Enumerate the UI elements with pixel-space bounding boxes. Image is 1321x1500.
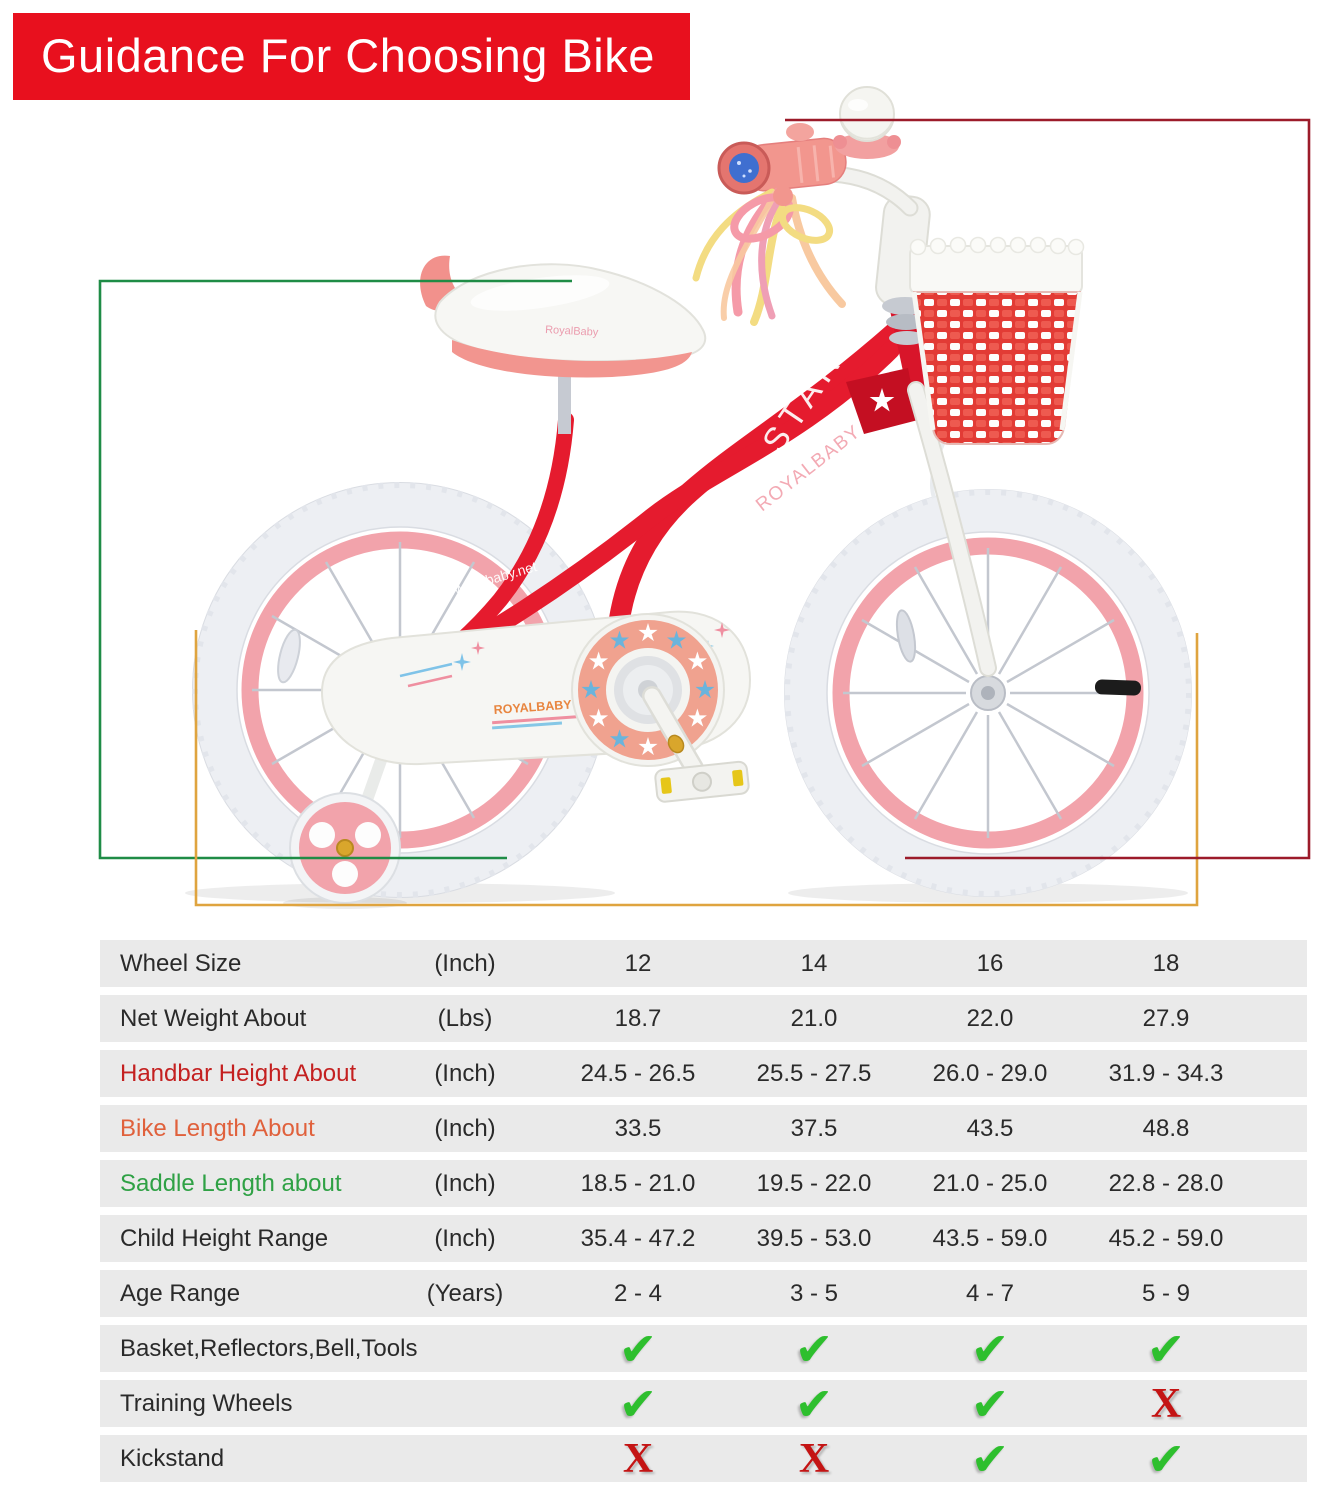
spec-label: Saddle Length about bbox=[120, 1169, 342, 1197]
spec-table: Wheel Size (Inch) 12 14 16 18 Net Weight… bbox=[100, 940, 1307, 1490]
tassels bbox=[692, 187, 846, 326]
spec-label: Basket,Reflectors,Bell,Tools bbox=[120, 1334, 418, 1362]
spec-unit: (Years) bbox=[426, 1279, 504, 1307]
spec-value: 21.0 bbox=[790, 1004, 838, 1032]
spec-label: Bike Length About bbox=[120, 1114, 315, 1142]
spec-value: 18.5 - 21.0 bbox=[580, 1169, 696, 1197]
spec-value: 25.5 - 27.5 bbox=[756, 1059, 872, 1087]
bike-length-guide bbox=[194, 630, 1199, 907]
spec-value: 24.5 - 26.5 bbox=[580, 1059, 696, 1087]
spec-label: Training Wheels bbox=[120, 1389, 293, 1417]
spec-unit: (Inch) bbox=[434, 1224, 496, 1252]
spec-value: 33.5 bbox=[614, 1114, 662, 1142]
spec-value: 12 bbox=[624, 949, 652, 977]
check-icon: ✔ bbox=[1146, 1431, 1186, 1486]
spec-value: 31.9 - 34.3 bbox=[1108, 1059, 1224, 1087]
cross-icon: X bbox=[1150, 1380, 1182, 1427]
table-row: Basket,Reflectors,Bell,Tools ✔ ✔ ✔ ✔ bbox=[100, 1325, 1307, 1372]
spec-value: 3 - 5 bbox=[789, 1279, 839, 1307]
front-reflector bbox=[895, 609, 917, 663]
spec-value: 21.0 - 25.0 bbox=[932, 1169, 1048, 1197]
table-row: Training Wheels ✔ ✔ ✔ X bbox=[100, 1380, 1307, 1427]
spec-label: Kickstand bbox=[120, 1444, 225, 1472]
spec-value: 48.8 bbox=[1142, 1114, 1190, 1142]
chainguard-brand-decal: ROYALBABY bbox=[493, 698, 572, 717]
table-row: Child Height Range (Inch) 35.4 - 47.2 39… bbox=[100, 1215, 1307, 1262]
cross-icon: X bbox=[622, 1435, 654, 1482]
spec-value: 16 bbox=[976, 949, 1004, 977]
spec-value: 43.5 bbox=[966, 1114, 1014, 1142]
rear-reflector bbox=[277, 628, 301, 684]
basket bbox=[909, 236, 1085, 445]
page-title: Guidance For Choosing Bike bbox=[41, 29, 655, 82]
crank-assembly bbox=[571, 613, 750, 803]
spec-value: 43.5 - 59.0 bbox=[932, 1224, 1048, 1252]
bike-illustration: RoyalBaby ROYALBABY bbox=[98, 86, 1311, 909]
spec-label: Net Weight About bbox=[120, 1004, 307, 1032]
handlebar-height-guide bbox=[785, 118, 1311, 860]
spec-value: 27.9 bbox=[1142, 1004, 1190, 1032]
pedal bbox=[654, 760, 750, 803]
spec-value: 5 - 9 bbox=[1141, 1279, 1191, 1307]
check-icon: ✔ bbox=[970, 1431, 1010, 1486]
table-row: Age Range (Years) 2 - 4 3 - 5 4 - 7 5 - … bbox=[100, 1270, 1307, 1317]
spec-value: 37.5 bbox=[790, 1114, 838, 1142]
spec-value: 26.0 - 29.0 bbox=[932, 1059, 1048, 1087]
table-row: Net Weight About (Lbs) 18.7 21.0 22.0 27… bbox=[100, 995, 1307, 1042]
spec-value: 22.8 - 28.0 bbox=[1108, 1169, 1224, 1197]
axle-peg bbox=[1094, 679, 1141, 696]
spec-value: 45.2 - 59.0 bbox=[1108, 1224, 1224, 1252]
spec-label: Age Range bbox=[120, 1279, 241, 1307]
spec-value: 19.5 - 22.0 bbox=[756, 1169, 872, 1197]
spec-value: 4 - 7 bbox=[965, 1279, 1015, 1307]
check-icon: ✔ bbox=[618, 1321, 658, 1376]
spec-value: 14 bbox=[800, 949, 828, 977]
saddle-length-guide bbox=[98, 279, 572, 860]
table-row: Handbar Height About (Inch) 24.5 - 26.5 … bbox=[100, 1050, 1307, 1097]
spec-unit: (Inch) bbox=[434, 1169, 496, 1197]
spec-value: 22.0 bbox=[966, 1004, 1014, 1032]
spec-value: 18 bbox=[1152, 949, 1180, 977]
spec-value: 18.7 bbox=[614, 1004, 662, 1032]
spec-label: Child Height Range bbox=[120, 1224, 329, 1252]
bell bbox=[833, 86, 901, 159]
cross-icon: X bbox=[798, 1435, 830, 1482]
spec-value: 35.4 - 47.2 bbox=[580, 1224, 696, 1252]
check-icon: ✔ bbox=[1146, 1321, 1186, 1376]
check-icon: ✔ bbox=[794, 1376, 834, 1431]
spec-label: Wheel Size bbox=[120, 949, 242, 977]
table-row: Wheel Size (Inch) 12 14 16 18 bbox=[100, 940, 1307, 987]
saddle-brand-decal: RoyalBaby bbox=[545, 324, 599, 339]
check-icon: ✔ bbox=[970, 1321, 1010, 1376]
spec-value: 2 - 4 bbox=[613, 1279, 663, 1307]
spec-label: Handbar Height About bbox=[120, 1059, 357, 1087]
front-wheel bbox=[784, 489, 1192, 897]
check-icon: ✔ bbox=[794, 1321, 834, 1376]
handlebar-accessories bbox=[692, 86, 901, 326]
spec-value: 39.5 - 53.0 bbox=[756, 1224, 872, 1252]
spec-unit: (Inch) bbox=[434, 949, 496, 977]
spec-unit: (Inch) bbox=[434, 1059, 496, 1087]
table-row: Bike Length About (Inch) 33.5 37.5 43.5 … bbox=[100, 1105, 1307, 1152]
spec-unit: (Inch) bbox=[434, 1114, 496, 1142]
title-banner: Guidance For Choosing Bike bbox=[13, 13, 690, 100]
table-row: Kickstand X X ✔ ✔ bbox=[100, 1435, 1307, 1482]
measurement-guides bbox=[98, 118, 1311, 907]
check-icon: ✔ bbox=[618, 1376, 658, 1431]
spec-unit: (Lbs) bbox=[437, 1004, 493, 1032]
saddle-assembly: RoyalBaby bbox=[420, 255, 707, 434]
table-row: Saddle Length about (Inch) 18.5 - 21.0 1… bbox=[100, 1160, 1307, 1207]
check-icon: ✔ bbox=[970, 1376, 1010, 1431]
